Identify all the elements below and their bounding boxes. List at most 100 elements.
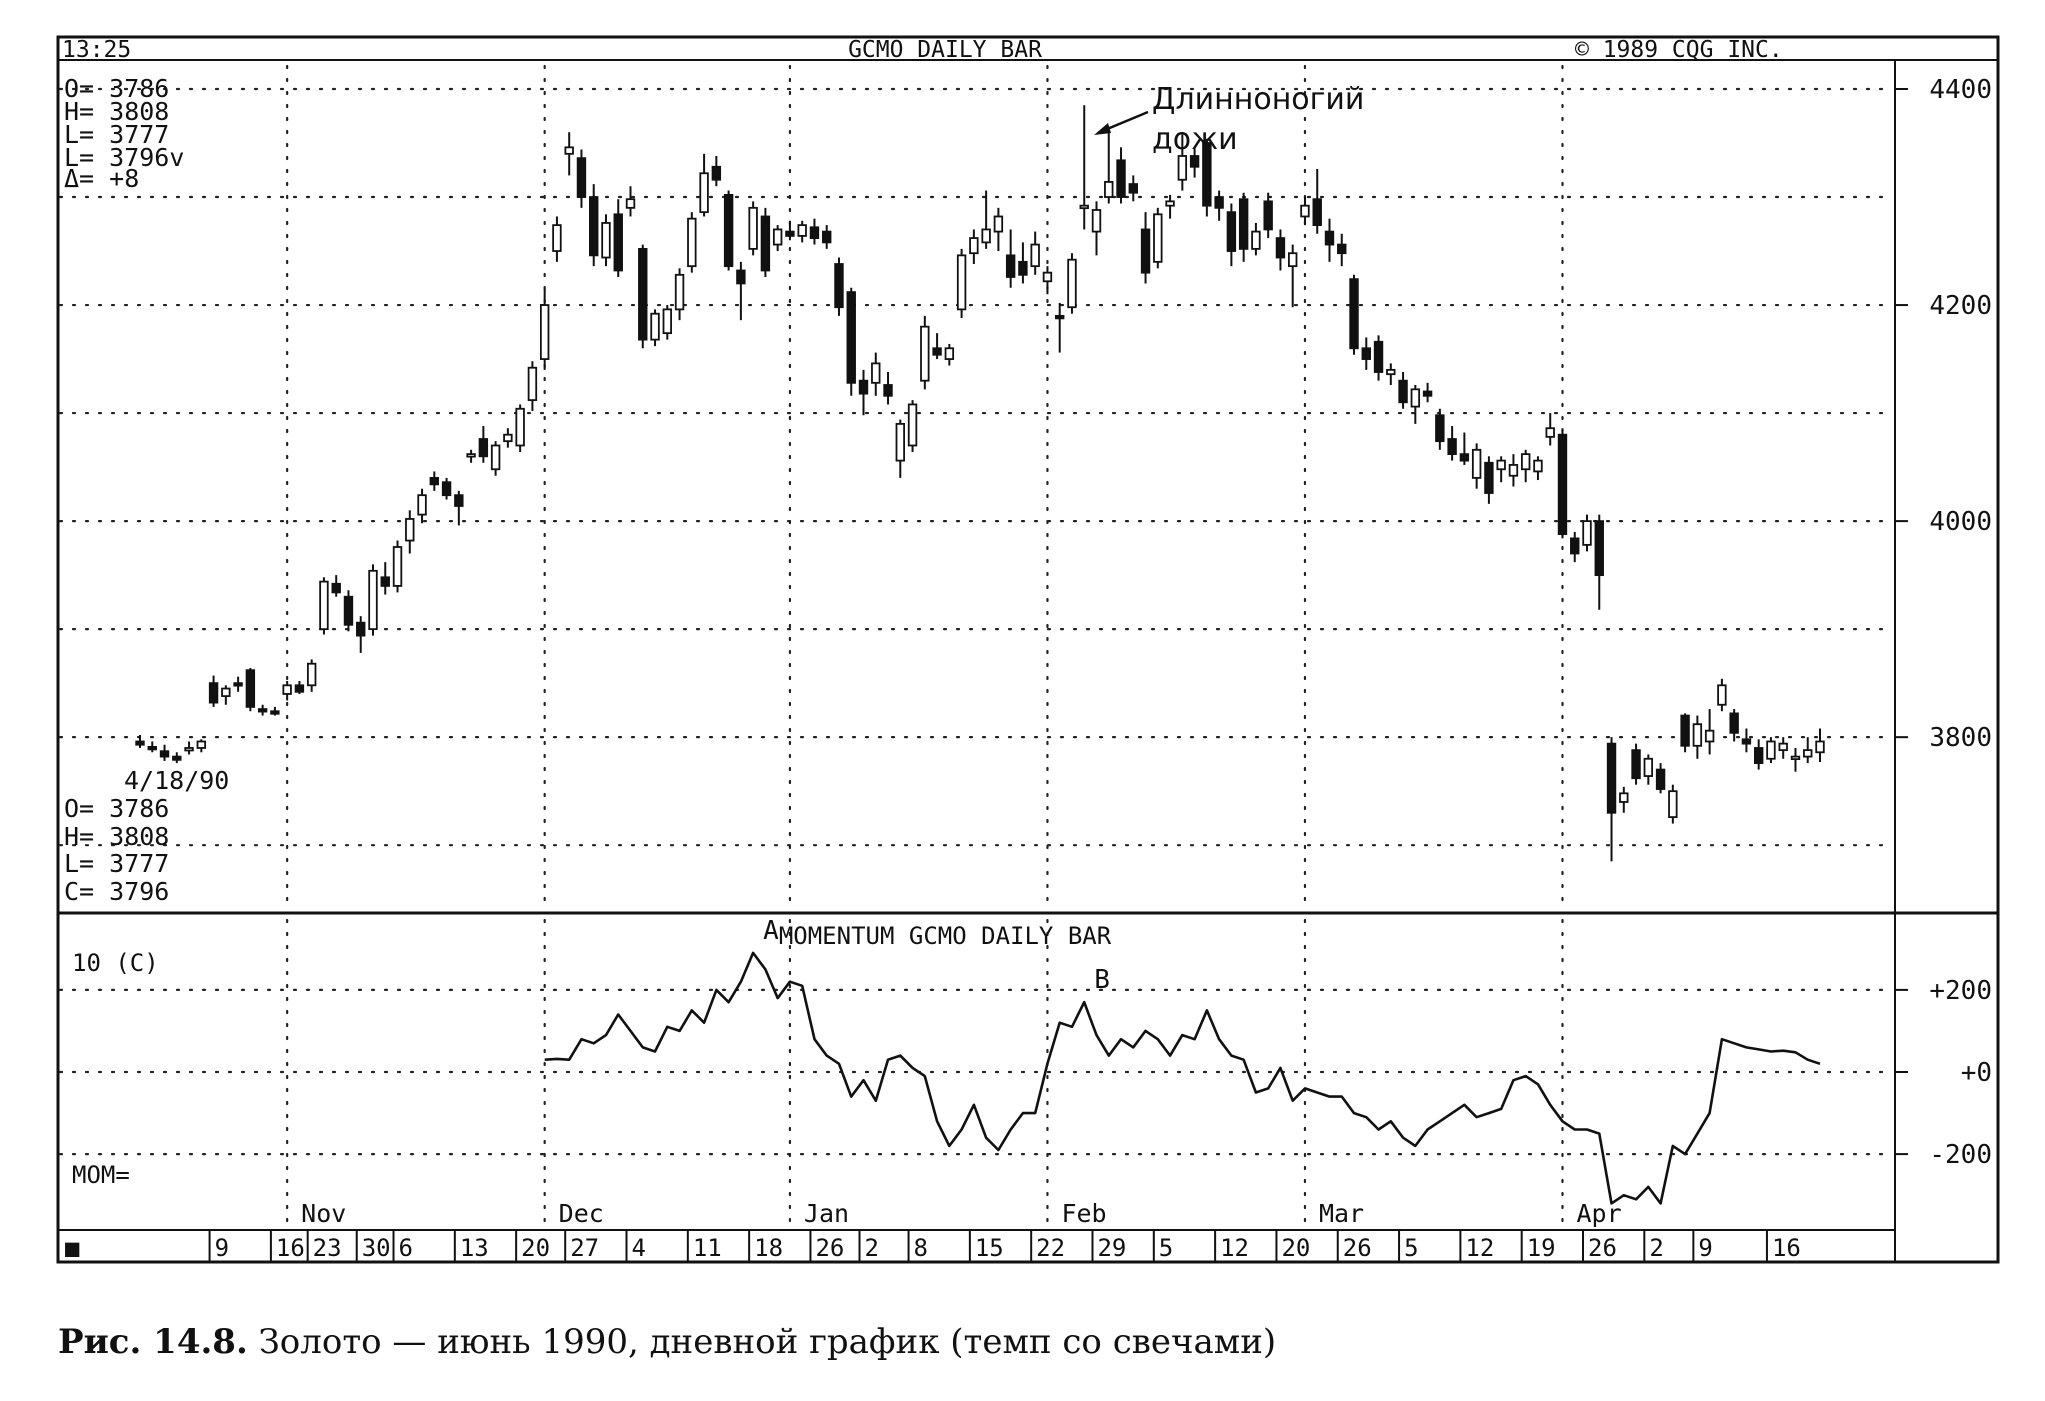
candle bbox=[1275, 229, 1286, 271]
caption-text: Золото — июнь 1990, дневной график (темп… bbox=[258, 1322, 1277, 1362]
candle-body-black bbox=[809, 226, 820, 239]
candle-body-white bbox=[895, 422, 905, 462]
candle bbox=[1557, 428, 1568, 539]
candle bbox=[270, 706, 280, 716]
candle bbox=[613, 199, 623, 277]
readout-bottom-close: C= 3796 bbox=[64, 877, 169, 906]
candle bbox=[625, 186, 636, 217]
candle bbox=[1582, 514, 1592, 552]
candle-body-white bbox=[993, 215, 1004, 233]
month-label-dec: Dec bbox=[559, 1199, 604, 1228]
candle bbox=[969, 229, 979, 265]
candle-body-black bbox=[380, 576, 390, 587]
candle-body-white bbox=[515, 407, 525, 447]
candle-body-black bbox=[723, 193, 734, 268]
candle-body-white bbox=[1091, 209, 1102, 233]
candle bbox=[687, 212, 697, 273]
candle bbox=[1815, 728, 1825, 763]
candle bbox=[478, 426, 489, 463]
candle-body-white bbox=[650, 312, 660, 341]
candle bbox=[552, 216, 562, 262]
candle-body-white bbox=[368, 569, 378, 631]
candle bbox=[1668, 784, 1678, 824]
candle bbox=[1337, 233, 1347, 267]
candle bbox=[1790, 747, 1801, 772]
price-tick-label-3: 3800 bbox=[1929, 723, 1992, 753]
candle bbox=[1766, 737, 1776, 764]
candle bbox=[1619, 786, 1629, 813]
candle-body-black bbox=[356, 621, 366, 637]
candle bbox=[1484, 456, 1494, 504]
candle-body-white bbox=[564, 146, 574, 155]
candle bbox=[907, 400, 918, 452]
candle bbox=[1055, 302, 1065, 353]
candle-body-black bbox=[1055, 314, 1065, 320]
week-label: 5 bbox=[1159, 1234, 1173, 1262]
candle-body-white bbox=[1815, 740, 1825, 754]
candle-body-black bbox=[1349, 278, 1359, 350]
candle-body-black bbox=[147, 745, 157, 751]
candle-body-black bbox=[429, 476, 440, 486]
candle-body-white bbox=[1508, 464, 1519, 477]
candle bbox=[895, 419, 905, 478]
candle bbox=[1692, 715, 1703, 759]
candle-body-white bbox=[662, 308, 673, 335]
candle-body-black bbox=[760, 215, 771, 272]
readout-top: O= 3786 H= 3808 L= 3777 L= 3796v Δ= +8 bbox=[64, 74, 184, 193]
candle bbox=[834, 257, 844, 316]
candle bbox=[1067, 253, 1077, 314]
candle bbox=[1459, 432, 1470, 465]
candle bbox=[981, 190, 991, 249]
candle-body-white bbox=[1030, 243, 1040, 268]
candle bbox=[356, 616, 366, 653]
candle bbox=[760, 207, 771, 277]
candle bbox=[429, 471, 440, 491]
candle-body-white bbox=[1067, 258, 1077, 309]
readout-bottom: 4/18/90 O= 3786 H= 3808 L= 3777 C= 3796 bbox=[64, 766, 229, 906]
week-label: 4 bbox=[632, 1234, 646, 1262]
candle bbox=[282, 680, 292, 701]
candle-body-black bbox=[135, 740, 145, 746]
candle-body-black bbox=[1398, 379, 1408, 404]
candle bbox=[1373, 335, 1384, 381]
candle-body-white bbox=[1520, 453, 1531, 471]
candle-body-black bbox=[711, 165, 722, 181]
candle bbox=[1005, 229, 1016, 288]
candle-body-black bbox=[478, 438, 489, 458]
week-label: 9 bbox=[215, 1234, 229, 1262]
candle-body-black bbox=[1655, 768, 1666, 790]
candle bbox=[172, 752, 182, 764]
candle-body-white bbox=[1471, 448, 1482, 479]
candle-layer bbox=[135, 105, 1825, 862]
readout-bottom-high: H= 3808 bbox=[64, 822, 169, 851]
candle-body-black bbox=[613, 213, 623, 272]
candle bbox=[135, 734, 145, 748]
candle-body-black bbox=[1263, 200, 1273, 231]
candle-body-black bbox=[638, 247, 648, 341]
candle-body-black bbox=[1214, 196, 1224, 209]
candle bbox=[1214, 190, 1224, 221]
candle-body-white bbox=[466, 453, 476, 458]
candle bbox=[257, 704, 268, 716]
candle-body-black bbox=[1484, 461, 1494, 494]
candle-body-black bbox=[1128, 183, 1138, 194]
candle-body-black bbox=[1435, 414, 1445, 443]
week-label: 5 bbox=[1404, 1234, 1418, 1262]
doji-annotation-line2: дожи bbox=[1152, 122, 1238, 157]
candle bbox=[306, 659, 317, 692]
candle bbox=[196, 739, 207, 753]
candle-body-black bbox=[270, 710, 280, 715]
candle bbox=[1165, 194, 1175, 219]
candle-body-black bbox=[1373, 340, 1384, 373]
candle bbox=[1116, 147, 1126, 204]
candle bbox=[1189, 147, 1200, 178]
candle bbox=[527, 361, 538, 411]
candle-body-white bbox=[1251, 230, 1261, 250]
candle-body-black bbox=[576, 157, 587, 198]
candle bbox=[638, 244, 648, 349]
candle-body-white bbox=[687, 217, 697, 268]
candle bbox=[601, 214, 611, 267]
candle bbox=[1398, 372, 1408, 409]
candle-body-black bbox=[1447, 438, 1457, 456]
